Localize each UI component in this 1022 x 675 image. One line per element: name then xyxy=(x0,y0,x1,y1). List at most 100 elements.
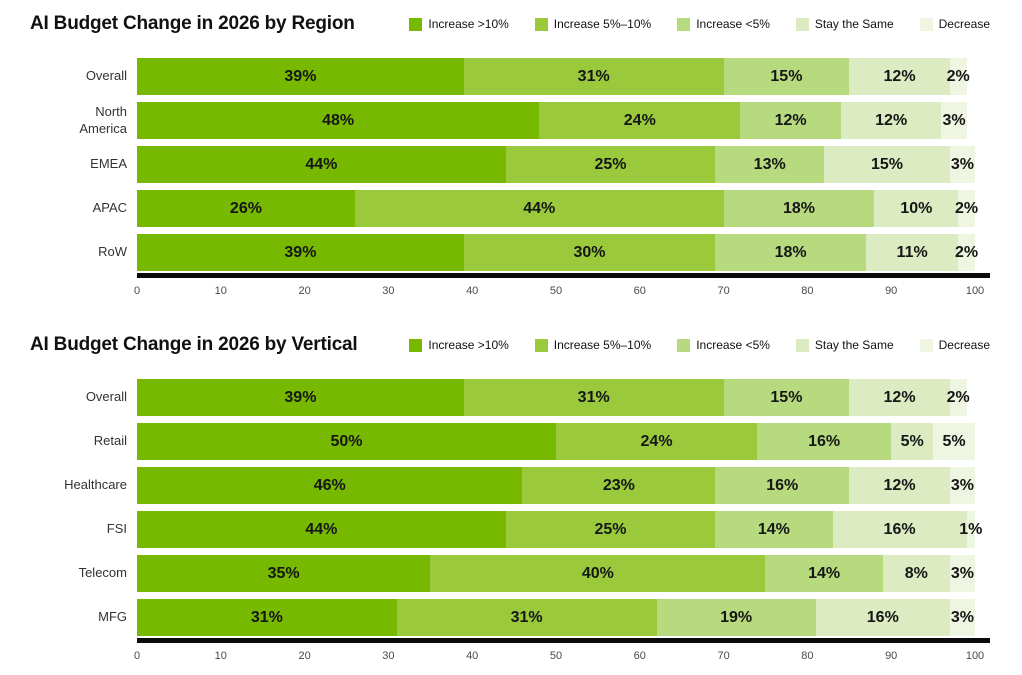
bar-row: FSI 44% 25% 14% 16% 1% xyxy=(30,511,982,548)
value-label: 35% xyxy=(267,564,300,582)
bar-track: 44% 25% 14% 16% 1% xyxy=(137,511,982,548)
legend-label: Increase >10% xyxy=(428,17,509,31)
legend-swatch-icon xyxy=(677,338,691,352)
bar-row: MFG 31% 31% 19% 16% 3% xyxy=(30,599,975,636)
value-label: 31% xyxy=(577,67,610,85)
bar-segment: 40% xyxy=(430,555,766,592)
x-tick-label: 80 xyxy=(801,650,814,662)
bar-segment: 31% xyxy=(463,58,724,95)
value-label: 15% xyxy=(770,67,803,85)
bar-segment: 8% xyxy=(882,555,950,592)
bar-segment: 16% xyxy=(815,599,950,636)
bar-segment: 25% xyxy=(505,146,716,183)
bar-segment: 25% xyxy=(505,511,716,548)
legend-label: Increase <5% xyxy=(696,17,770,31)
bar-segment: 44% xyxy=(137,146,506,183)
x-tick-label: 50 xyxy=(549,285,563,297)
value-label: 16% xyxy=(766,476,799,494)
value-label: 2% xyxy=(955,243,979,261)
value-label: 44% xyxy=(305,520,338,538)
bar-segment: 16% xyxy=(832,511,967,548)
value-label: 14% xyxy=(808,564,841,582)
value-label: 12% xyxy=(875,111,908,129)
bar-segment: 3% xyxy=(949,555,975,592)
bar-segment: 2% xyxy=(955,190,978,227)
chart-region-title: AI Budget Change in 2026 by Region xyxy=(30,13,355,34)
bar-segment: 15% xyxy=(824,146,950,183)
bar-segment: 3% xyxy=(949,599,975,636)
category-label: Telecom xyxy=(78,565,127,581)
value-label: 11% xyxy=(896,243,928,261)
x-tick-label: 10 xyxy=(214,650,227,662)
category-label: RoW xyxy=(98,244,127,260)
value-label: 18% xyxy=(782,199,816,217)
legend-item: Stay the Same xyxy=(795,17,894,31)
x-axis-line xyxy=(137,273,990,278)
x-tick-label: 100 xyxy=(965,285,985,297)
value-label: 16% xyxy=(808,432,841,450)
category-label: APAC xyxy=(92,200,127,216)
legend-item: Decrease xyxy=(919,17,990,31)
legend: Increase >10% Increase 5%–10% Increase <5%… xyxy=(409,17,990,31)
bar-track: 50% 24% 16% 5% 5% xyxy=(137,423,975,460)
legend-label: Stay the Same xyxy=(814,17,894,31)
bar-segment: 31% xyxy=(137,599,397,636)
bar-segment: 12% xyxy=(840,102,942,139)
value-label: 16% xyxy=(866,608,899,626)
bar-segment: 12% xyxy=(849,467,950,504)
legend-swatch-icon xyxy=(534,338,548,352)
value-label: 24% xyxy=(623,111,656,129)
bar-segment: 12% xyxy=(849,379,950,416)
bar-segment: 30% xyxy=(463,234,716,271)
category-label: Overall xyxy=(85,389,127,405)
value-label: 5% xyxy=(900,432,924,450)
x-tick-label: 0 xyxy=(133,285,141,297)
value-label: 46% xyxy=(313,476,346,494)
bar-segment: 2% xyxy=(955,234,979,271)
bar-row: RoW 39% 30% 18% 11% 2% xyxy=(30,234,979,271)
bar-segment: 3% xyxy=(949,467,975,504)
category-label: Healthcare xyxy=(64,477,127,493)
bar-rows: Overall 39% 31% 15% 12% 2% Retail 50% 24% 16% 5% 5%… xyxy=(30,379,982,636)
chart-region-header: AI Budget Change in 2026 by Region Incre… xyxy=(30,10,990,38)
x-tick-label: 60 xyxy=(633,650,646,662)
legend-swatch-icon xyxy=(677,17,691,31)
value-label: 48% xyxy=(322,111,355,129)
x-tick-label: 50 xyxy=(549,650,563,662)
value-label: 40% xyxy=(581,564,614,582)
value-label: 39% xyxy=(284,243,317,261)
x-axis: 0 10 20 30 40 50 60 70 80 90 100 xyxy=(134,638,990,670)
bar-segment: 44% xyxy=(354,190,724,227)
x-tick-label: 30 xyxy=(382,650,395,662)
bar-row: Healthcare 46% 23% 16% 12% 3% xyxy=(30,467,975,504)
value-label: 30% xyxy=(573,243,606,261)
legend-swatch-icon xyxy=(409,338,423,352)
bar-segment: 39% xyxy=(137,379,464,416)
value-label: 18% xyxy=(774,243,807,261)
bar-segment: 39% xyxy=(137,234,464,271)
bar-track: 44% 25% 13% 15% 3% xyxy=(137,146,975,183)
category-label: MFG xyxy=(98,609,127,625)
x-axis-ticks: 0 10 20 30 40 50 60 70 80 90 100 xyxy=(133,285,984,305)
bar-segment: 1% xyxy=(959,511,982,548)
bar-track: 46% 23% 16% 12% 3% xyxy=(137,467,975,504)
chart-region: AI Budget Change in 2026 by Region Incre… xyxy=(30,10,990,305)
legend-swatch-icon xyxy=(919,338,933,352)
legend-label: Increase 5%–10% xyxy=(553,338,652,352)
value-label: 12% xyxy=(883,476,916,494)
bar-segment: 50% xyxy=(137,423,556,460)
value-label: 44% xyxy=(523,199,556,217)
bar-row: Overall 39% 31% 15% 12% 2% xyxy=(30,58,975,95)
value-label: 50% xyxy=(330,432,363,450)
category-label: EMEA xyxy=(90,156,127,172)
value-label: 12% xyxy=(883,67,916,85)
x-tick-label: 20 xyxy=(298,285,311,297)
chart-vertical-header: AI Budget Change in 2026 by Vertical Inc… xyxy=(30,331,990,359)
legend-item: Increase <5% xyxy=(677,17,770,31)
value-label: 39% xyxy=(284,67,317,85)
value-label: 5% xyxy=(942,432,966,450)
value-label: 19% xyxy=(720,608,753,626)
bar-segment: 18% xyxy=(715,234,867,271)
bar-segment: 19% xyxy=(656,599,816,636)
